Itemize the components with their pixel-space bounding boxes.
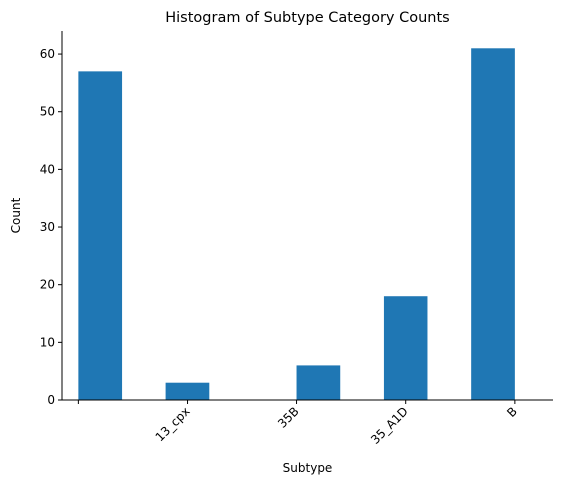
y-tick-label-40: 40 [40, 162, 55, 176]
y-tick-label-20: 20 [40, 278, 55, 292]
y-tick-label-10: 10 [40, 335, 55, 349]
y-tick-label-60: 60 [40, 47, 55, 61]
bar-4 [471, 48, 515, 400]
y-tick-label-30: 30 [40, 220, 55, 234]
x-axis: 13_cpx 35B 35_A1D B [62, 399, 553, 447]
bars-layer [78, 48, 515, 400]
y-axis: 0 10 20 30 40 50 60 [40, 31, 63, 407]
x-tick-label-3: 35_A1D [368, 404, 411, 447]
bar-0 [78, 71, 123, 400]
bar-2 [296, 365, 341, 400]
x-axis-title: Subtype [283, 461, 333, 475]
x-tick-label-2: 35B [275, 404, 302, 431]
y-tick-label-0: 0 [47, 393, 55, 407]
bar-1 [165, 382, 210, 400]
x-tick-label-1: 13_cpx [153, 404, 193, 444]
y-axis-title: Count [9, 197, 23, 233]
y-tick-label-50: 50 [40, 105, 55, 119]
x-tick-label-4: B [504, 404, 520, 420]
chart-title: Histogram of Subtype Category Counts [165, 10, 449, 26]
bar-3 [383, 296, 428, 400]
